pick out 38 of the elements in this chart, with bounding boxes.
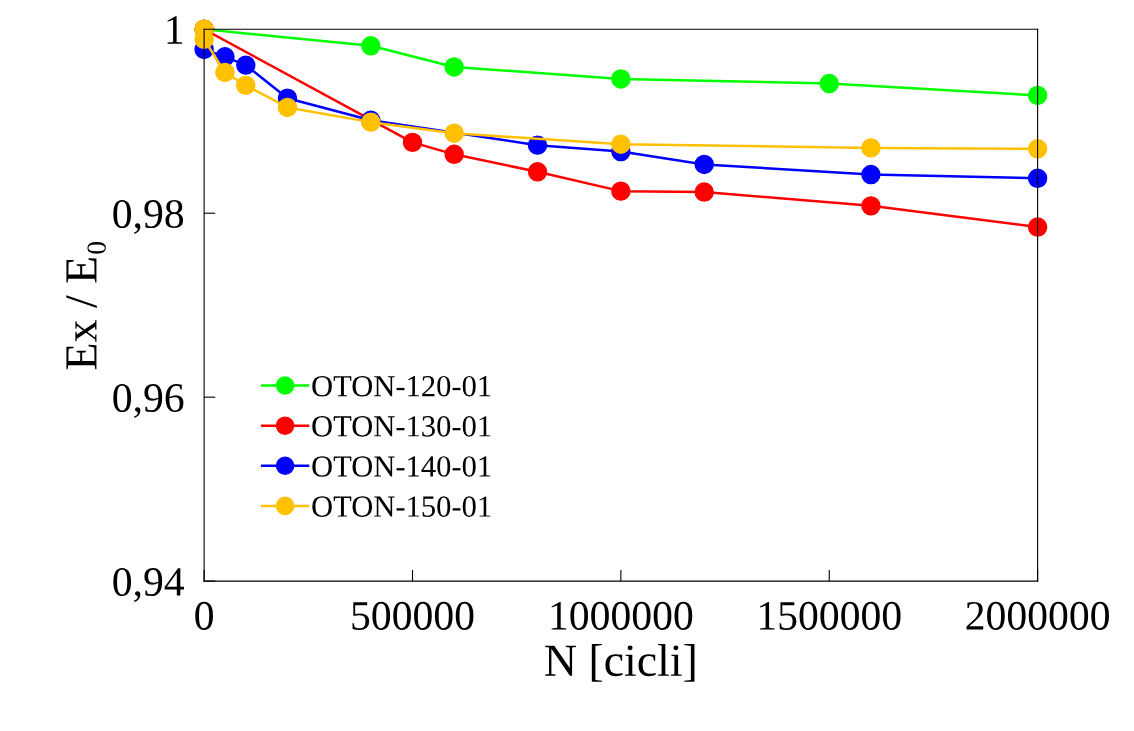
y-tick-label: 1 bbox=[167, 16, 183, 44]
point bbox=[444, 57, 464, 77]
point bbox=[1027, 217, 1048, 237]
point bbox=[527, 162, 548, 182]
legend-label: OTON-150-01 bbox=[312, 496, 491, 517]
legend-label: OTON-120-01 bbox=[312, 375, 491, 397]
x-tick-label: 2000000 bbox=[966, 601, 1109, 630]
point bbox=[819, 73, 839, 94]
legend-label: OTON-140-01 bbox=[312, 456, 491, 477]
point bbox=[694, 182, 714, 202]
y-tick-label: 0,96 bbox=[113, 383, 184, 419]
point bbox=[444, 144, 464, 165]
point bbox=[861, 138, 881, 158]
y-axis-title: Ex / E₀ bbox=[66, 242, 106, 370]
legend-label: OTON-130-01 bbox=[312, 416, 491, 437]
x-tick-label: 0 bbox=[195, 601, 213, 630]
point bbox=[361, 36, 381, 56]
y-tick-label: 0,94 bbox=[113, 567, 185, 603]
point bbox=[444, 123, 464, 143]
x-tick-label: 1500000 bbox=[759, 601, 901, 630]
point bbox=[694, 154, 714, 175]
x-tick-label: 500000 bbox=[352, 601, 474, 630]
point bbox=[611, 69, 631, 89]
point bbox=[1027, 168, 1048, 188]
x-tick-label: 1000000 bbox=[551, 601, 693, 630]
point bbox=[861, 164, 881, 185]
point bbox=[1027, 139, 1048, 159]
y-tick-label: 0,98 bbox=[113, 199, 184, 235]
point bbox=[1027, 85, 1048, 106]
point bbox=[611, 134, 631, 154]
point bbox=[611, 181, 631, 201]
point bbox=[402, 132, 423, 153]
x-axis-title: N [cicli] bbox=[545, 643, 695, 682]
point bbox=[236, 75, 256, 96]
point bbox=[861, 196, 881, 216]
point bbox=[277, 97, 298, 118]
point bbox=[215, 62, 235, 83]
point bbox=[236, 55, 256, 75]
